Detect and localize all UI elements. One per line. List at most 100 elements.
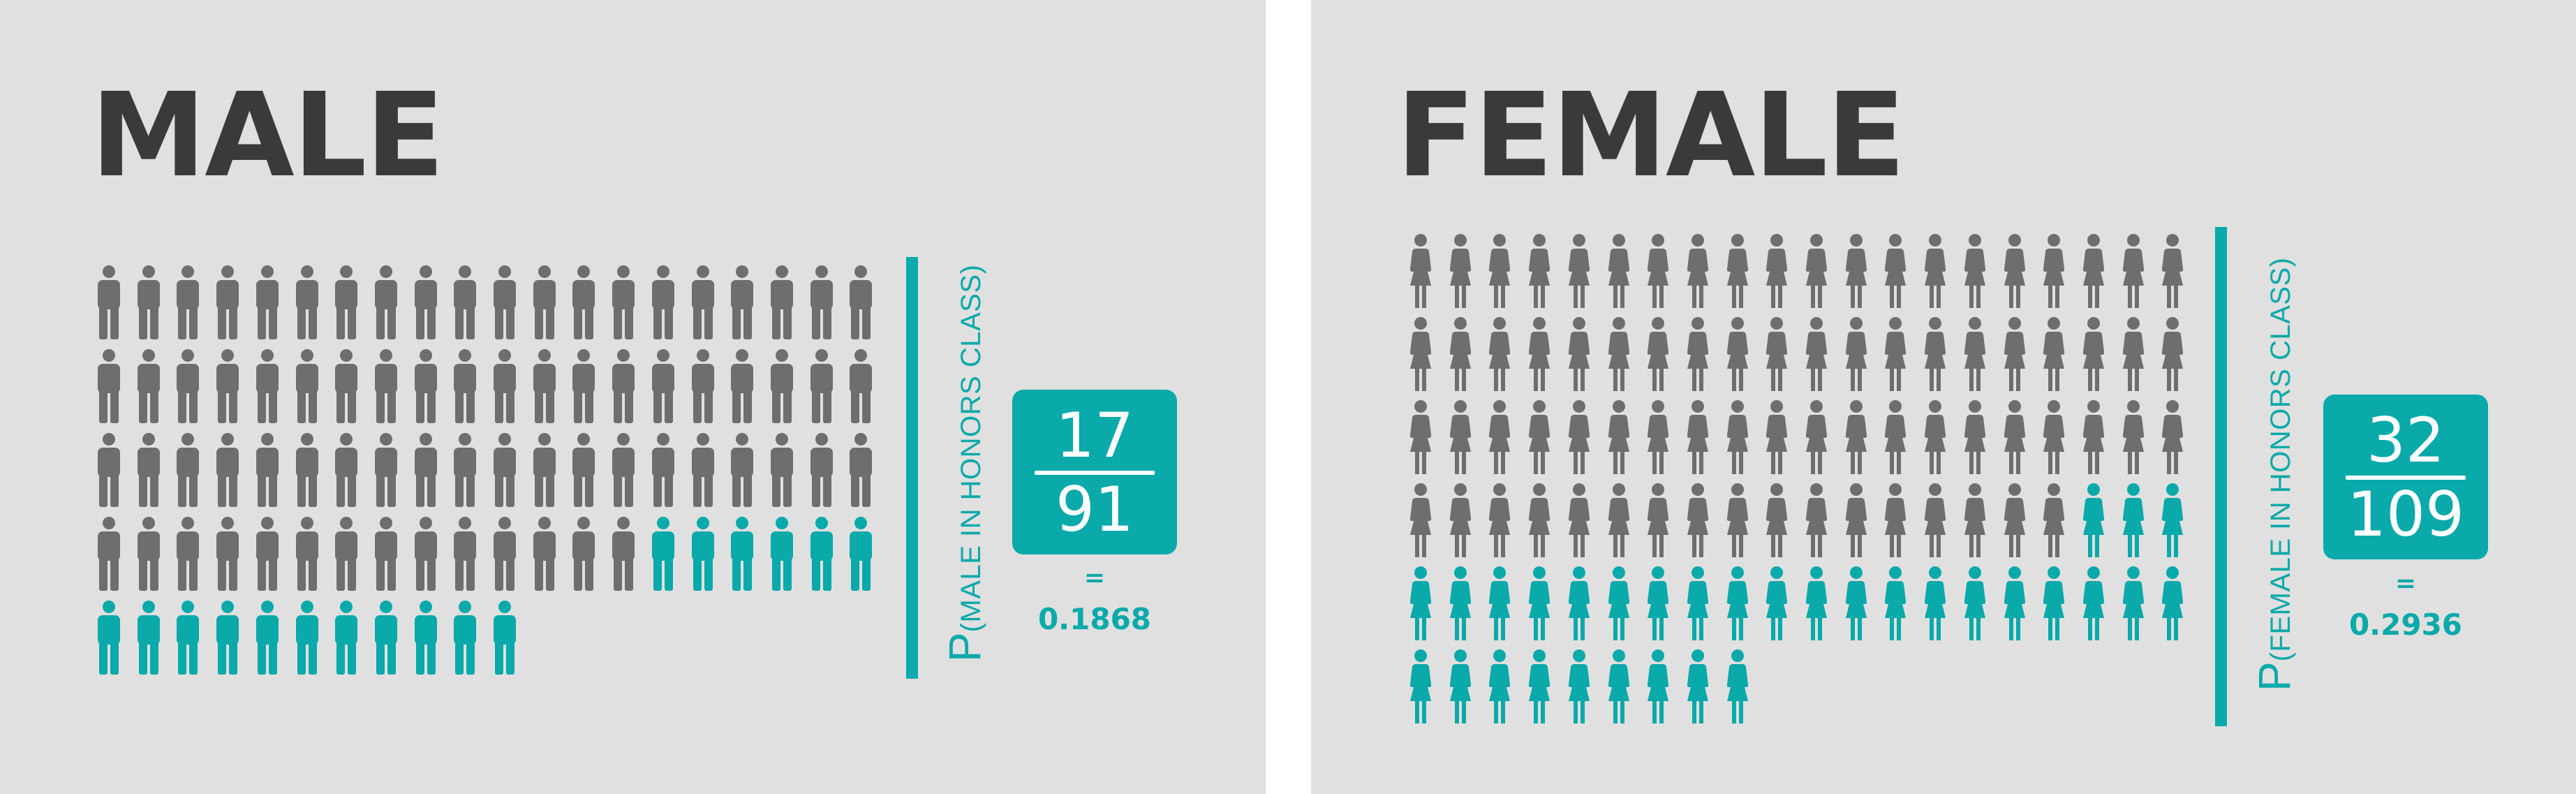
female-person-icon <box>1608 317 1629 391</box>
male-person-icon <box>335 433 358 507</box>
male-title: MALE <box>91 68 445 203</box>
male-person-icon <box>612 433 635 507</box>
male-person-icon <box>374 349 397 423</box>
male-divider-bar <box>906 257 918 679</box>
female-person-icon <box>1885 400 1907 474</box>
male-fraction-denominator: 91 <box>1056 473 1134 545</box>
female-person-icon <box>2082 566 2104 640</box>
female-person-icon <box>2122 483 2144 557</box>
female-fraction-denominator: 109 <box>2347 478 2464 550</box>
female-person-icon <box>1766 483 1788 557</box>
female-person-icon <box>2004 483 2025 557</box>
female-person-icon <box>1964 400 1985 474</box>
female-person-icon <box>1687 566 1708 640</box>
male-person-icon <box>98 433 120 507</box>
male-person-icon <box>770 265 793 339</box>
male-person-icon <box>494 517 516 591</box>
female-person-icon <box>1529 483 1550 557</box>
female-person-icon <box>1726 317 1748 391</box>
male-person-icon <box>98 601 120 675</box>
female-person-icon <box>1845 234 1867 308</box>
male-person-icon <box>691 265 714 339</box>
male-person-icon <box>335 517 358 591</box>
male-person-icon <box>850 349 873 423</box>
female-person-icon <box>1726 234 1748 308</box>
female-fraction-numerator: 32 <box>2367 404 2445 476</box>
female-person-icon <box>1489 483 1511 557</box>
female-person-icon <box>1805 400 1828 474</box>
male-person-icon <box>533 433 556 507</box>
male-fraction-line <box>1035 471 1155 475</box>
male-person-icon <box>137 433 160 507</box>
male-person-icon <box>494 265 516 339</box>
male-person-icon <box>810 433 833 507</box>
female-person-icon <box>2122 234 2144 308</box>
female-person-icon <box>1648 400 1669 474</box>
female-person-icon <box>1726 400 1748 474</box>
female-person-icon <box>1568 234 1590 308</box>
female-person-icon <box>1766 317 1788 391</box>
female-person-icon <box>1726 483 1748 557</box>
male-person-icon <box>177 517 200 591</box>
male-person-icon <box>770 517 793 591</box>
male-person-icon <box>533 517 556 591</box>
male-person-icon <box>335 349 358 423</box>
female-person-icon <box>1766 234 1788 308</box>
male-probability-p: P <box>940 632 990 662</box>
female-person-icon <box>1925 317 1946 391</box>
female-person-icon <box>2082 317 2104 391</box>
female-person-icon <box>1529 400 1550 474</box>
male-person-icon <box>374 601 397 675</box>
female-person-icon <box>1409 400 1432 474</box>
female-person-icon <box>2082 234 2104 308</box>
female-person-icon <box>1449 400 1471 474</box>
female-person-icon <box>2043 234 2065 308</box>
male-person-icon <box>691 349 714 423</box>
male-person-icon <box>850 265 873 339</box>
male-person-icon <box>177 601 200 675</box>
female-person-icon <box>1489 400 1511 474</box>
male-person-icon <box>256 601 279 675</box>
male-person-icon <box>414 433 437 507</box>
male-probability-condition: (MALE IN HONORS CLASS) <box>956 264 986 633</box>
male-person-icon <box>651 433 674 507</box>
female-person-icon <box>1529 234 1550 308</box>
female-person-icon <box>2122 566 2144 640</box>
male-person-icon <box>572 517 595 591</box>
female-person-icon <box>1687 234 1708 308</box>
male-fraction-box: 17 91 <box>1012 390 1177 554</box>
male-person-icon <box>770 349 793 423</box>
female-person-icon <box>1726 649 1748 723</box>
female-person-icon <box>1726 566 1748 640</box>
male-person-icon <box>256 517 279 591</box>
female-person-icon <box>2162 566 2184 640</box>
female-person-icon <box>2162 483 2184 557</box>
female-person-icon <box>1885 483 1907 557</box>
female-person-icon <box>1608 649 1629 723</box>
female-person-icon <box>2122 400 2144 474</box>
male-person-icon <box>335 265 358 339</box>
male-person-icon <box>454 349 477 423</box>
male-person-icon <box>295 601 318 675</box>
female-person-icon <box>1449 483 1471 557</box>
female-person-icon <box>1964 234 1985 308</box>
female-person-icon <box>1885 566 1907 640</box>
male-panel: MALE P(MALE IN HONORS CLASS) 17 91 = 0.1… <box>0 0 1266 794</box>
male-person-icon <box>494 433 516 507</box>
male-person-icon <box>295 349 318 423</box>
male-person-icon <box>731 349 754 423</box>
female-person-icon <box>1687 649 1708 723</box>
female-person-icon <box>1845 317 1867 391</box>
female-person-icon <box>1568 649 1590 723</box>
female-person-icon <box>1925 400 1946 474</box>
male-person-icon <box>612 517 635 591</box>
male-person-icon <box>810 265 833 339</box>
female-person-icon <box>1805 234 1828 308</box>
male-person-icon <box>494 601 516 675</box>
male-person-icon <box>295 517 318 591</box>
female-probability-p: P <box>2249 661 2300 691</box>
male-person-icon <box>137 517 160 591</box>
female-person-icon <box>1529 649 1550 723</box>
male-person-icon <box>414 517 437 591</box>
male-person-icon <box>256 265 279 339</box>
